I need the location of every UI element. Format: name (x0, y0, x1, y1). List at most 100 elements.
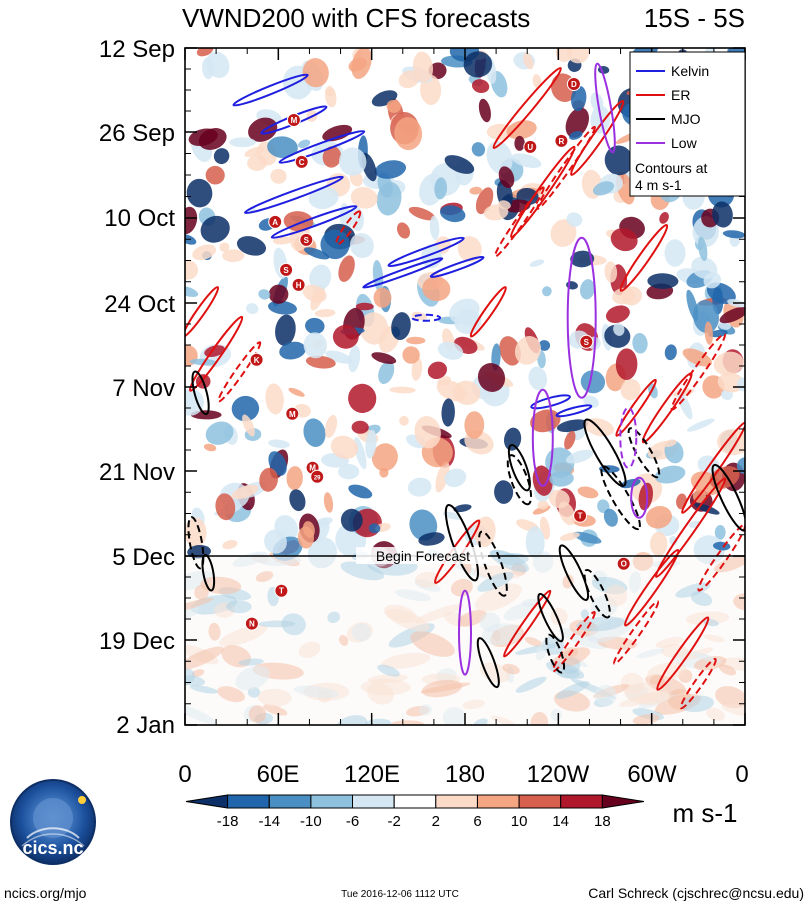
anomaly-cell (558, 628, 608, 650)
anomaly-cell (464, 411, 485, 439)
anomaly-cell (429, 215, 440, 240)
anomaly-cell (298, 641, 321, 659)
colorbar-tick-label: -10 (300, 813, 322, 830)
anomaly-cell (703, 272, 722, 289)
kelvin-contour (530, 394, 571, 410)
anomaly-cell (566, 212, 583, 227)
anomaly-cell (477, 363, 506, 392)
anomaly-cell (592, 181, 615, 196)
anomaly-cell (654, 465, 686, 484)
er-contour (570, 99, 625, 176)
legend: Kelvin ER MJO Low Contours at 4 m s-1 (629, 51, 746, 197)
anomaly-cell (615, 348, 638, 380)
er-contour (551, 611, 596, 673)
kelvin-contour (278, 130, 366, 164)
anomaly-cell (288, 387, 305, 397)
storm-marker (268, 214, 283, 229)
storm-marker-letter: 29 (314, 476, 321, 482)
anomaly-cell (604, 261, 618, 283)
anomaly-cell (302, 58, 329, 88)
anomaly-cell (267, 300, 298, 315)
anomaly-cell (655, 637, 684, 648)
anomaly-cell (502, 663, 520, 675)
anomaly-cell (293, 685, 340, 699)
anomaly-cell (532, 74, 542, 89)
anomaly-cell (309, 264, 332, 291)
anomaly-cell (325, 350, 353, 364)
anomaly-cell (579, 279, 595, 300)
storm-marker (573, 508, 588, 523)
anomaly-cell (632, 714, 660, 725)
anomaly-cell (359, 312, 389, 345)
anomaly-cell (435, 461, 450, 493)
anomaly-cell (605, 305, 630, 323)
colorbar-tick-label: -2 (388, 813, 401, 830)
y-tick-label: 12 Sep (99, 36, 175, 63)
mjo-contour (558, 544, 590, 602)
x-tick-label: 180 (445, 761, 485, 788)
er-contour (654, 477, 727, 578)
anomaly-cell (453, 504, 472, 513)
anomaly-cell (332, 324, 359, 349)
anomaly-cell (235, 665, 270, 691)
er-contour (656, 616, 710, 691)
anomaly-cell (348, 345, 361, 373)
anomaly-cell (192, 244, 217, 261)
anomaly-cell (298, 139, 311, 148)
kelvin-contour (362, 257, 444, 289)
anomaly-cell (279, 341, 306, 360)
anomaly-cell (263, 704, 288, 716)
storm-marker-letter: C (299, 158, 305, 167)
anomaly-cell (407, 477, 432, 497)
anomaly-cell (532, 465, 553, 496)
anomaly-cell (712, 201, 733, 228)
kelvin-contour (429, 255, 485, 278)
anomaly-cell (444, 468, 467, 488)
anomaly-cell (371, 443, 398, 472)
anomaly-cell (714, 555, 745, 573)
anomaly-cell (708, 329, 728, 338)
anomaly-cell (664, 344, 677, 361)
anomaly-cell (703, 634, 725, 643)
anomaly-cell (281, 613, 306, 636)
anomaly-cell (529, 259, 545, 267)
anomaly-cell (231, 395, 260, 422)
mjo-contour (583, 568, 611, 619)
anomaly-cell (340, 561, 385, 581)
anomaly-cell (314, 309, 336, 318)
storm-marker-letter: A (272, 218, 278, 227)
anomaly-cell (349, 232, 374, 259)
anomaly-cell (255, 571, 274, 583)
anomaly-cell (564, 430, 576, 450)
anomaly-cell (340, 508, 363, 532)
colorbar-tick-label: 2 (432, 813, 440, 830)
colorbar-cell (518, 794, 562, 809)
anomaly-cell (322, 146, 342, 168)
storm-marker-letter: U (527, 143, 533, 152)
anomaly-cell (188, 128, 218, 147)
anomaly-cell (572, 531, 602, 544)
anomaly-cell (196, 48, 214, 57)
anomaly-cell (185, 597, 214, 614)
anomaly-cell (620, 378, 641, 401)
low-contour (594, 62, 616, 154)
anomaly-cell (525, 526, 545, 559)
anomaly-cell (442, 707, 466, 725)
y-tick-label: 21 Nov (99, 459, 175, 486)
colorbar-cell (310, 794, 353, 809)
anomaly-cell (270, 168, 287, 184)
anomaly-cell (506, 120, 537, 140)
colorbar-tick-label: 18 (594, 813, 611, 830)
colorbar-tick-label: -6 (346, 813, 359, 830)
mjo-contour (600, 465, 641, 531)
anomaly-cell (226, 600, 252, 614)
anomaly-cell (324, 414, 338, 438)
storm-marker-letter: O (621, 560, 627, 569)
anomaly-cell (350, 186, 378, 209)
x-tick-label: 60E (257, 761, 300, 788)
anomaly-cell (242, 414, 255, 437)
anomaly-cell (308, 186, 339, 210)
anomaly-cell (669, 536, 678, 545)
storm-marker (310, 469, 325, 484)
